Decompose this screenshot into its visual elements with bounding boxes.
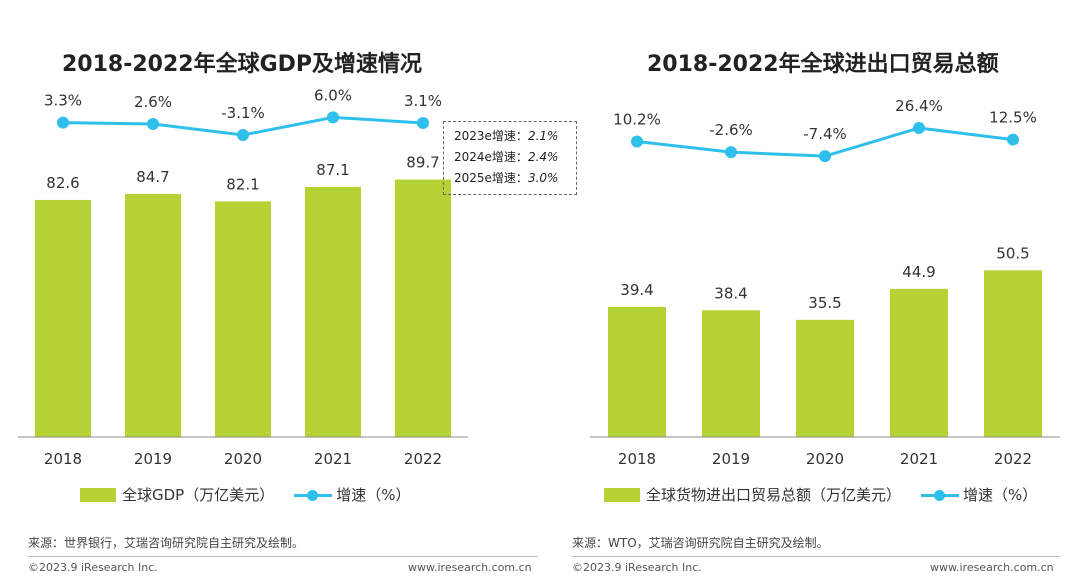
bar-2019 (702, 310, 760, 437)
x-tick-2022: 2022 (404, 450, 442, 468)
copyright: ©2023.9 iResearch Inc. (572, 561, 702, 574)
growth-point-2018 (57, 116, 69, 129)
forecast-box: 2023e增速：2.1% 2024e增速：2.4% 2025e增速：3.0% (443, 121, 577, 195)
bar-2018 (608, 306, 666, 437)
growth-point-2021 (327, 111, 339, 124)
bar-label-2019: 84.7 (136, 168, 169, 186)
growth-label-2021: 6.0% (314, 86, 352, 104)
forecast-2023: 2023e增速：2.1% (454, 129, 559, 143)
growth-point-2020 (237, 129, 249, 142)
x-tick-2018: 2018 (618, 450, 656, 468)
trade-source: 来源：WTO，艾瑞咨询研究院自主研究及绘制。 (572, 536, 829, 550)
growth-point-2021 (913, 122, 925, 134)
gdp-source: 来源：世界银行，艾瑞咨询研究院自主研究及绘制。 (28, 536, 305, 550)
growth-point-2019 (725, 146, 737, 159)
gdp-chart-title: 2018-2022年全球GDP及增速情况 (62, 52, 423, 77)
growth-label-2020: -3.1% (221, 104, 265, 122)
bar-label-2020: 35.5 (808, 294, 841, 312)
x-tick-2018: 2018 (44, 450, 82, 468)
growth-point-2020 (819, 150, 831, 163)
gdp-legend: 全球GDP（万亿美元） 增速（%） (80, 484, 411, 505)
bar-label-2019: 38.4 (714, 284, 747, 302)
bar-label-2018: 39.4 (620, 281, 653, 299)
x-tick-2019: 2019 (134, 450, 172, 468)
x-tick-2020: 2020 (224, 450, 262, 468)
gdp-chart: 82.6 2018 84.7 2019 82.1 2020 87.1 2021 89.7 2022… (18, 86, 468, 468)
x-tick-2021: 2021 (314, 450, 352, 468)
bar-label-2018: 82.6 (46, 174, 79, 192)
growth-label-2022: 12.5% (989, 109, 1037, 127)
forecast-2024: 2024e增速：2.4% (454, 150, 559, 164)
growth-point-2022 (417, 116, 429, 129)
legend-bar-label: 全球货物进出口贸易总额（万亿美元） (646, 486, 902, 504)
trade-legend: 全球货物进出口贸易总额（万亿美元） 增速（%） (604, 484, 1037, 505)
website: www.iresearch.com.cn (408, 561, 532, 574)
line-swatch-icon (921, 488, 960, 502)
trade-chart-title: 2018-2022年全球进出口贸易总额 (647, 52, 999, 77)
divider (572, 556, 1060, 557)
growth-label-2018: 3.3% (44, 92, 82, 110)
growth-label-2022: 3.1% (404, 92, 442, 110)
bar-label-2021: 87.1 (316, 161, 349, 179)
bar-2020 (796, 319, 854, 437)
bar-swatch-icon (80, 487, 116, 502)
growth-point-2019 (147, 117, 159, 130)
divider (28, 556, 538, 557)
growth-point-2022 (1007, 133, 1019, 146)
trade-chart: 39.4 2018 38.4 2019 35.5 2020 44.9 2021 50.5 2022… (590, 97, 1060, 468)
line-swatch-icon (294, 488, 333, 502)
x-tick-2019: 2019 (712, 450, 750, 468)
copyright: ©2023.9 iResearch Inc. (28, 561, 158, 574)
bar-label-2020: 82.1 (226, 175, 259, 193)
x-tick-2021: 2021 (900, 450, 938, 468)
growth-label-2021: 26.4% (895, 97, 943, 115)
bar-2019 (125, 193, 181, 437)
bar-label-2021: 44.9 (902, 263, 935, 281)
x-tick-2020: 2020 (806, 450, 844, 468)
legend-line-label: 增速（%） (336, 486, 411, 504)
growth-label-2018: 10.2% (613, 111, 661, 129)
bar-2021 (305, 187, 361, 437)
growth-label-2019: 2.6% (134, 93, 172, 111)
bar-2022 (984, 270, 1042, 437)
growth-point-2018 (631, 135, 643, 148)
bar-swatch-icon (604, 487, 640, 502)
bar-2020 (215, 201, 271, 437)
bar-2018 (35, 199, 91, 437)
bar-label-2022: 50.5 (996, 244, 1029, 262)
website: www.iresearch.com.cn (930, 561, 1054, 574)
legend-bar-label: 全球GDP（万亿美元） (122, 486, 275, 504)
forecast-2025: 2025e增速：3.0% (454, 171, 559, 185)
legend-line-label: 增速（%） (963, 486, 1038, 504)
growth-label-2020: -7.4% (803, 125, 847, 143)
growth-label-2019: -2.6% (709, 121, 753, 139)
x-tick-2022: 2022 (994, 450, 1032, 468)
bar-2021 (890, 288, 948, 437)
bar-2022 (395, 179, 451, 437)
bar-label-2022: 89.7 (406, 154, 439, 172)
